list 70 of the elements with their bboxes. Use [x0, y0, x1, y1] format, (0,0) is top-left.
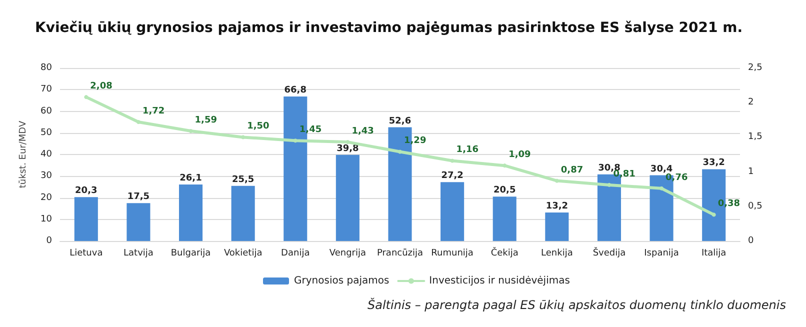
- data-label: 13,2: [546, 201, 568, 212]
- data-label: 1,72: [142, 106, 165, 116]
- y-tick-label: 0: [46, 236, 52, 246]
- point: [712, 212, 716, 217]
- y-tick-label: 60: [40, 106, 52, 116]
- data-label: 2,08: [90, 82, 112, 92]
- y2-tick-label: 0: [748, 236, 754, 246]
- point: [136, 120, 140, 124]
- data-label: 20,5: [494, 186, 516, 196]
- point: [398, 150, 402, 154]
- y2-tick-label: 1: [748, 166, 754, 177]
- x-tick-label: Vengrija: [329, 248, 366, 258]
- x-tick-label: Rumunija: [431, 248, 474, 258]
- data-label: 39,8: [336, 144, 359, 154]
- bar: [440, 182, 464, 241]
- point: [84, 95, 88, 100]
- text: Šaltinis – parengta pagal ES ūkių apskaitos duomenų tinklo duomenis: [367, 297, 786, 312]
- y-tick-label: 30: [40, 171, 52, 182]
- y-tick-label: 50: [40, 128, 52, 138]
- point: [554, 178, 559, 183]
- point: [450, 158, 454, 163]
- data-label: 20,3: [75, 186, 98, 196]
- data-label: 30,4: [650, 164, 673, 174]
- data-label: 27,2: [441, 171, 464, 182]
- bar: [231, 186, 255, 241]
- x-tick-label: Čekija: [490, 246, 518, 258]
- bar: [179, 184, 203, 241]
- x-tick-label: Danija: [281, 248, 310, 258]
- bar: [545, 212, 569, 241]
- data-label: 66,8: [284, 86, 306, 96]
- data-label: 1,43: [352, 126, 374, 137]
- y-tick-label: 40: [40, 150, 52, 160]
- bar: [74, 197, 98, 241]
- y-tick-label: 20: [40, 192, 52, 203]
- data-label: 26,1: [180, 174, 202, 184]
- data-label: 25,5: [232, 174, 254, 185]
- x-tick-label: Latvija: [124, 248, 154, 258]
- point: [607, 182, 612, 187]
- y-tick-label: 80: [40, 63, 52, 73]
- x-tick-label: Vokietija: [224, 248, 262, 258]
- point: [660, 186, 664, 190]
- y2-tick-label: 2: [748, 98, 754, 108]
- y2-tick-label: 2,5: [748, 63, 762, 73]
- y2-tick-label: 1,5: [748, 132, 762, 142]
- x-tick-label: Švedija: [592, 246, 626, 258]
- bar: [126, 203, 150, 241]
- data-label: 33,2: [702, 158, 725, 168]
- bar: [336, 154, 360, 241]
- legend-label: Grynosios pajamos: [294, 276, 390, 286]
- point: [188, 128, 193, 133]
- y-tick-label: 10: [40, 214, 52, 224]
- data-label: 1,59: [194, 115, 217, 126]
- data-label: 52,6: [388, 116, 412, 126]
- y2-tick-label: 0,5: [748, 201, 762, 212]
- bar: [492, 196, 516, 241]
- x-tick-label: Ispanija: [644, 248, 679, 258]
- x-tick-label: Prancūzija: [376, 248, 424, 258]
- x-tick-label: Lietuva: [70, 248, 103, 258]
- y-axis-title: tūkst. Eur/MDV: [18, 120, 28, 188]
- data-label: 0,87: [560, 165, 584, 176]
- x-tick-label: Lenkija: [541, 248, 573, 258]
- x-tick-label: Italija: [701, 248, 726, 258]
- legend-label: Investicijos ir nusidėvėjimas: [429, 276, 570, 286]
- chart-title: Kviečių ūkių grynosios pajamos ir investavimo pajėgumas pasirinktose ES šalyse 2021 m.: [35, 20, 743, 36]
- data-label: 1,50: [247, 122, 270, 132]
- y-tick-label: 70: [40, 84, 52, 95]
- data-label: 1,09: [508, 150, 531, 160]
- x-tick-label: Bulgarija: [170, 248, 211, 258]
- data-label: 1,16: [456, 145, 479, 156]
- data-label: 17,5: [127, 192, 150, 202]
